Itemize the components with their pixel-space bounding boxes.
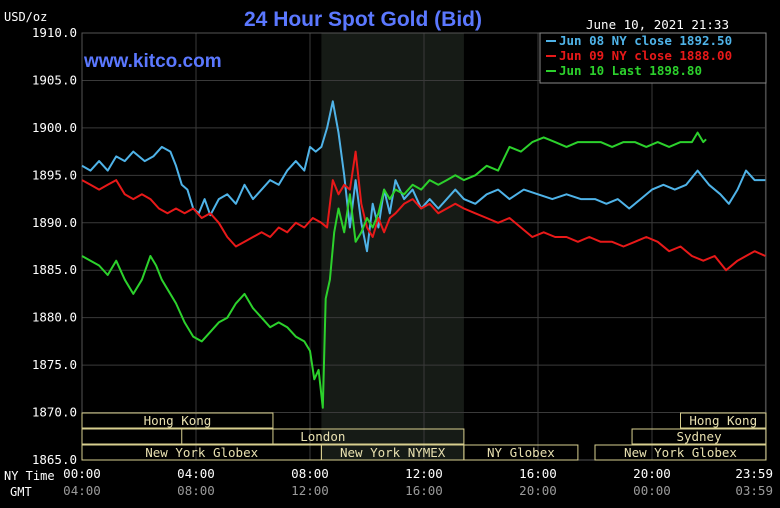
y-axis-ticks: 1910.0 1905.0 1900.0 1895.0 1890.0 1885.0 1880… [32,25,77,467]
market-session-label: New York Globex [145,445,258,460]
x-tick-label-ny: 04:00 [177,466,215,481]
y-tick-label: 1875.0 [32,357,77,372]
market-session-box [81,428,274,445]
market-session-label: Sydney [676,429,722,444]
x-tick-label-ny: 08:00 [291,466,329,481]
gmt-label: GMT [10,485,32,499]
market-session-label: Hong Kong [144,413,212,428]
legend-entry: Jun 09 NY close 1888.00 [559,48,732,63]
y-tick-label: 1895.0 [32,167,77,182]
unit-label: USD/oz [4,10,47,24]
x-tick-label-ny: 20:00 [633,466,671,481]
y-tick-label: 1885.0 [32,262,77,277]
x-tick-label-gmt: 16:00 [405,483,443,498]
legend-entry: Jun 08 NY close 1892.50 [559,33,732,48]
y-tick-label: 1880.0 [32,310,77,325]
y-tick-label: 1865.0 [32,452,77,467]
market-session-box [181,428,465,445]
y-tick-label: 1870.0 [32,405,77,420]
market-session-box [631,428,767,445]
y-tick-label: 1900.0 [32,120,77,135]
legend-entry: Jun 10 Last 1898.80 [559,63,702,78]
chart-title: 24 Hour Spot Gold (Bid) [244,8,482,31]
market-session-label: NY Globex [487,445,555,460]
x-axis-ticks: 00:00 04:00 04:00 08:00 08:00 12:00 12:00 16:00… [63,466,773,498]
watermark: www.kitco.com [83,51,222,72]
series-line-3 [81,131,707,409]
y-tick-label: 1905.0 [32,72,77,87]
x-tick-label-gmt: 03:59 [735,483,773,498]
x-tick-label-gmt: 04:00 [63,483,101,498]
x-tick-label-ny: 16:00 [519,466,557,481]
price-series [81,100,766,409]
market-session-label: New York NYMEX [340,445,446,460]
x-tick-label-ny: 00:00 [63,466,101,481]
market-session-box [81,412,274,429]
session-shading [321,33,464,460]
ny-time-label: NY Time [4,469,55,483]
x-tick-label-ny: 23:59 [735,466,773,481]
market-session-box [680,412,767,429]
y-tick-label: 1890.0 [32,215,77,230]
timestamp: June 10, 2021 21:33 [586,17,729,32]
market-session-label: Hong Kong [689,413,757,428]
legend-box [539,32,767,84]
x-tick-label-gmt: 12:00 [291,483,329,498]
market-session-label: New York Globex [624,445,737,460]
x-tick-label-gmt: 00:00 [633,483,671,498]
x-tick-label-ny: 12:00 [405,466,443,481]
market-session-box [594,444,767,461]
series-line-1 [81,100,766,253]
market-session-label: London [300,429,345,444]
x-tick-label-gmt: 08:00 [177,483,215,498]
market-session-box [463,444,579,461]
market-sessions: Hong Kong London New York Globex New York N… [81,412,767,461]
x-tick-label-gmt: 20:00 [519,483,557,498]
y-tick-label: 1910.0 [32,25,77,40]
series-line-2 [81,150,766,272]
